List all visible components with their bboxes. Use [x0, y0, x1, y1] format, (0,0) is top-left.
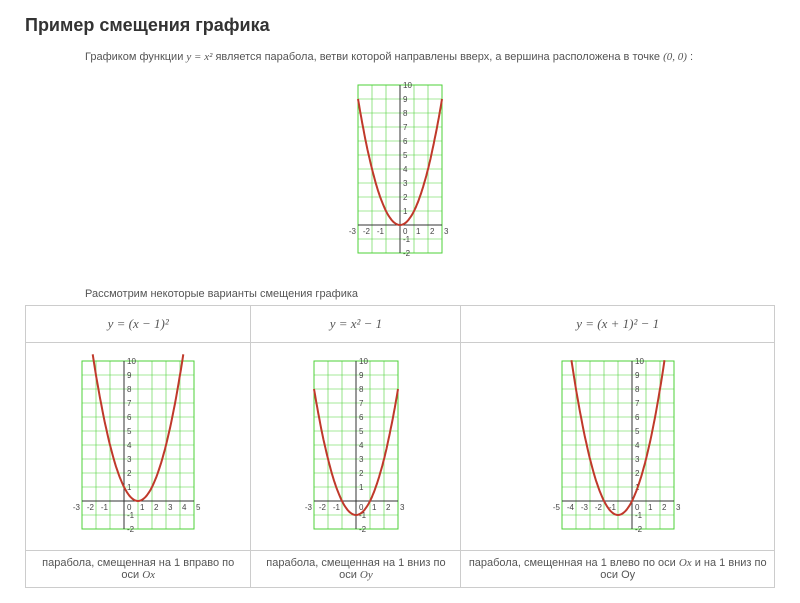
svg-text:-2: -2: [319, 503, 327, 512]
svg-text:-3: -3: [73, 503, 81, 512]
variant-chart-0: -3-2-112345-2-1123456789100: [26, 343, 251, 551]
svg-text:-1: -1: [403, 235, 411, 244]
svg-text:-1: -1: [333, 503, 341, 512]
svg-text:-3: -3: [581, 503, 589, 512]
variant-formula-1: y = x² − 1: [251, 306, 461, 343]
svg-text:3: 3: [400, 503, 405, 512]
svg-text:8: 8: [359, 385, 364, 394]
variant-caption-2: парабола, смещенная на 1 влево по оси Ox…: [461, 551, 775, 588]
page-title: Пример смещения графика: [25, 15, 775, 36]
svg-text:2: 2: [430, 227, 435, 236]
svg-text:9: 9: [635, 371, 640, 380]
svg-text:1: 1: [140, 503, 145, 512]
svg-text:8: 8: [127, 385, 132, 394]
intro-colon: :: [690, 51, 693, 63]
intro-after: является парабола, ветви которой направл…: [215, 51, 663, 63]
variant-formula-0: y = (x − 1)²: [26, 306, 251, 343]
svg-text:2: 2: [359, 469, 364, 478]
svg-text:-2: -2: [403, 249, 411, 258]
svg-text:-1: -1: [635, 511, 643, 520]
svg-text:10: 10: [403, 81, 412, 90]
svg-text:9: 9: [403, 95, 408, 104]
svg-text:10: 10: [359, 357, 368, 366]
svg-text:-5: -5: [553, 503, 561, 512]
subheading: Рассмотрим некоторые варианты смещения г…: [25, 288, 775, 300]
svg-text:5: 5: [127, 427, 132, 436]
intro-point: (0, 0): [663, 51, 687, 63]
svg-text:1: 1: [359, 483, 364, 492]
svg-text:0: 0: [403, 227, 408, 236]
svg-text:-2: -2: [595, 503, 603, 512]
variant-formula-2: y = (x + 1)² − 1: [461, 306, 775, 343]
svg-text:4: 4: [359, 441, 364, 450]
svg-text:3: 3: [676, 503, 681, 512]
svg-text:7: 7: [403, 123, 408, 132]
svg-text:3: 3: [403, 179, 408, 188]
svg-text:0: 0: [635, 503, 640, 512]
svg-text:-2: -2: [363, 227, 371, 236]
svg-text:-1: -1: [377, 227, 385, 236]
svg-text:2: 2: [662, 503, 667, 512]
svg-text:1: 1: [416, 227, 421, 236]
svg-text:-2: -2: [359, 525, 367, 534]
svg-text:-1: -1: [127, 511, 135, 520]
svg-text:2: 2: [127, 469, 132, 478]
svg-text:9: 9: [359, 371, 364, 380]
svg-text:10: 10: [635, 357, 644, 366]
variants-table: y = (x − 1)² y = x² − 1 y = (x + 1)² − 1…: [25, 305, 775, 588]
svg-text:8: 8: [403, 109, 408, 118]
svg-text:1: 1: [403, 207, 408, 216]
variant-chart-2: -5-4-3-2-1123-2-1123456789100: [461, 343, 775, 551]
svg-text:-2: -2: [87, 503, 95, 512]
svg-text:-1: -1: [101, 503, 109, 512]
svg-text:4: 4: [403, 165, 408, 174]
svg-text:4: 4: [635, 441, 640, 450]
svg-text:1: 1: [127, 483, 132, 492]
svg-text:-2: -2: [635, 525, 643, 534]
svg-text:9: 9: [127, 371, 132, 380]
svg-text:-3: -3: [305, 503, 313, 512]
svg-text:3: 3: [444, 227, 449, 236]
svg-text:5: 5: [359, 427, 364, 436]
svg-text:5: 5: [196, 503, 201, 512]
svg-text:1: 1: [648, 503, 653, 512]
svg-text:3: 3: [168, 503, 173, 512]
svg-text:4: 4: [127, 441, 132, 450]
svg-text:2: 2: [386, 503, 391, 512]
svg-text:2: 2: [635, 469, 640, 478]
variant-caption-1: парабола, смещенная на 1 вниз по оси Oy: [251, 551, 461, 588]
chart-row: -3-2-112345-2-1123456789100 -3-2-1123-2-…: [26, 343, 775, 551]
svg-text:2: 2: [403, 193, 408, 202]
caption-row: парабола, смещенная на 1 вправо по оси O…: [26, 551, 775, 588]
svg-text:6: 6: [127, 413, 132, 422]
svg-text:8: 8: [635, 385, 640, 394]
formula-row: y = (x − 1)² y = x² − 1 y = (x + 1)² − 1: [26, 306, 775, 343]
svg-text:6: 6: [635, 413, 640, 422]
intro-before: Графиком функции: [85, 51, 186, 63]
svg-text:-3: -3: [349, 227, 357, 236]
svg-text:-4: -4: [567, 503, 575, 512]
svg-text:7: 7: [635, 399, 640, 408]
svg-text:5: 5: [635, 427, 640, 436]
svg-text:6: 6: [359, 413, 364, 422]
main-parabola-chart: -3-2-1123-2-1123456789100: [346, 73, 454, 268]
svg-text:3: 3: [635, 455, 640, 464]
svg-text:7: 7: [359, 399, 364, 408]
svg-text:0: 0: [127, 503, 132, 512]
svg-text:4: 4: [182, 503, 187, 512]
variant-caption-0: парабола, смещенная на 1 вправо по оси O…: [26, 551, 251, 588]
svg-text:3: 3: [127, 455, 132, 464]
svg-text:2: 2: [154, 503, 159, 512]
svg-text:7: 7: [127, 399, 132, 408]
svg-text:5: 5: [403, 151, 408, 160]
svg-text:3: 3: [359, 455, 364, 464]
svg-text:-2: -2: [127, 525, 135, 534]
svg-text:10: 10: [127, 357, 136, 366]
variant-chart-1: -3-2-1123-2-1123456789100: [251, 343, 461, 551]
svg-text:6: 6: [403, 137, 408, 146]
svg-text:1: 1: [372, 503, 377, 512]
intro-text: Графиком функции y = x² является парабол…: [25, 51, 775, 63]
intro-formula: y = x²: [186, 51, 212, 63]
